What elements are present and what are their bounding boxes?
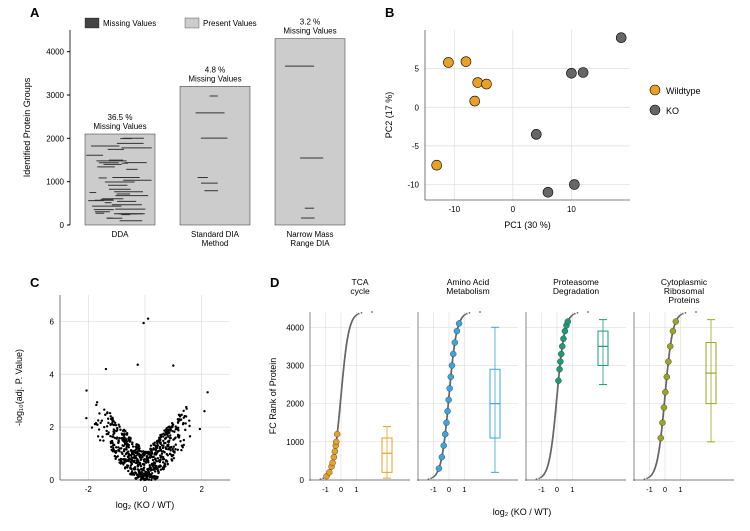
svg-text:PC1 (30 %): PC1 (30 %) — [504, 220, 551, 230]
svg-text:-10: -10 — [407, 181, 419, 190]
svg-text:1: 1 — [354, 485, 358, 494]
svg-text:log₂ (KO / WT): log₂ (KO / WT) — [493, 507, 552, 517]
svg-text:0: 0 — [339, 485, 343, 494]
svg-text:4: 4 — [50, 370, 55, 379]
svg-text:0: 0 — [663, 485, 667, 494]
svg-text:cycle: cycle — [350, 286, 370, 296]
svg-text:6: 6 — [50, 317, 55, 326]
panel-d: D 01000200030004000FC Rank of Proteinlog… — [260, 270, 750, 530]
svg-text:4000: 4000 — [46, 48, 64, 57]
svg-text:0: 0 — [555, 485, 559, 494]
svg-text:-1: -1 — [322, 485, 329, 494]
svg-text:0: 0 — [415, 103, 420, 112]
svg-text:-1: -1 — [538, 485, 545, 494]
svg-text:10: 10 — [567, 205, 576, 214]
svg-text:1: 1 — [570, 485, 574, 494]
svg-text:DDA: DDA — [112, 230, 130, 239]
svg-text:-5: -5 — [412, 142, 420, 151]
svg-text:0: 0 — [447, 485, 451, 494]
svg-text:-log₁₀(adj. P. Value): -log₁₀(adj. P. Value) — [14, 349, 24, 426]
panel-a-label: A — [30, 5, 39, 20]
svg-text:1: 1 — [462, 485, 466, 494]
panel-c-chart: -2 0 2 0 2 4 6 log₂ (KO / WT) -log₁₀(adj. P. Val… — [0, 270, 250, 530]
svg-text:Missing Values: Missing Values — [103, 19, 156, 28]
svg-text:KO: KO — [666, 106, 679, 116]
svg-text:Standard DIA: Standard DIA — [191, 230, 240, 239]
svg-text:4.8 %: 4.8 % — [205, 65, 225, 74]
svg-text:Missing Values: Missing Values — [93, 122, 146, 131]
svg-text:Range DIA: Range DIA — [290, 239, 330, 248]
svg-text:Metabolism: Metabolism — [446, 286, 489, 296]
svg-text:1000: 1000 — [286, 438, 304, 447]
svg-text:3.2 %: 3.2 % — [300, 18, 320, 27]
svg-text:Present Values: Present Values — [203, 19, 257, 28]
panel-c-label: C — [30, 275, 39, 290]
svg-text:3000: 3000 — [286, 361, 304, 370]
svg-text:-1: -1 — [430, 485, 437, 494]
svg-text:2000: 2000 — [46, 134, 64, 143]
svg-text:2: 2 — [50, 423, 55, 432]
svg-text:Degradation: Degradation — [553, 286, 600, 296]
svg-text:Missing Values: Missing Values — [188, 74, 241, 83]
panel-a: A 0 1000 2000 3000 4000 Identified Protein Gr… — [0, 0, 370, 270]
svg-text:-2: -2 — [85, 485, 93, 494]
svg-text:2000: 2000 — [286, 400, 304, 409]
panel-b-chart: -10 0 10 -10 -5 0 5 PC1 (30 %) PC2 (17 %) Wildtyp… — [370, 0, 750, 270]
svg-text:0: 0 — [511, 205, 516, 214]
svg-text:-1: -1 — [646, 485, 653, 494]
svg-text:5: 5 — [415, 65, 420, 74]
svg-text:4000: 4000 — [286, 323, 304, 332]
svg-text:1000: 1000 — [46, 178, 64, 187]
svg-text:2: 2 — [199, 485, 204, 494]
svg-text:log₂ (KO / WT): log₂ (KO / WT) — [116, 500, 175, 510]
svg-text:FC Rank of Protein: FC Rank of Protein — [268, 358, 278, 435]
svg-text:0: 0 — [143, 485, 148, 494]
svg-text:0: 0 — [50, 476, 55, 485]
panel-b-label: B — [385, 5, 394, 20]
svg-text:-10: -10 — [449, 205, 461, 214]
panel-a-chart: 0 1000 2000 3000 4000 Identified Protein Grou… — [0, 0, 370, 270]
svg-text:0: 0 — [300, 476, 305, 485]
svg-text:PC2 (17 %): PC2 (17 %) — [384, 92, 394, 139]
svg-text:Missing Values: Missing Values — [283, 27, 336, 36]
svg-text:0: 0 — [60, 221, 65, 230]
svg-text:1: 1 — [678, 485, 682, 494]
svg-text:Narrow Mass: Narrow Mass — [286, 230, 333, 239]
svg-text:36.5 %: 36.5 % — [108, 113, 133, 122]
svg-text:3000: 3000 — [46, 91, 64, 100]
panel-b: B -10 0 10 -10 -5 0 5 PC1 (30 %) PC2 (17 %) Wildt… — [370, 0, 750, 270]
panel-d-chart: 01000200030004000FC Rank of Proteinlog₂ … — [260, 270, 750, 530]
panel-c: C -2 0 2 0 2 4 6 log₂ (KO / WT) -log₁₀(adj. P. V… — [0, 270, 250, 530]
svg-text:Identified Protein Groups: Identified Protein Groups — [22, 77, 32, 177]
svg-text:Method: Method — [202, 239, 229, 248]
svg-text:Wildtype: Wildtype — [666, 86, 701, 96]
svg-text:Proteins: Proteins — [668, 295, 699, 305]
panel-d-label: D — [270, 275, 279, 290]
